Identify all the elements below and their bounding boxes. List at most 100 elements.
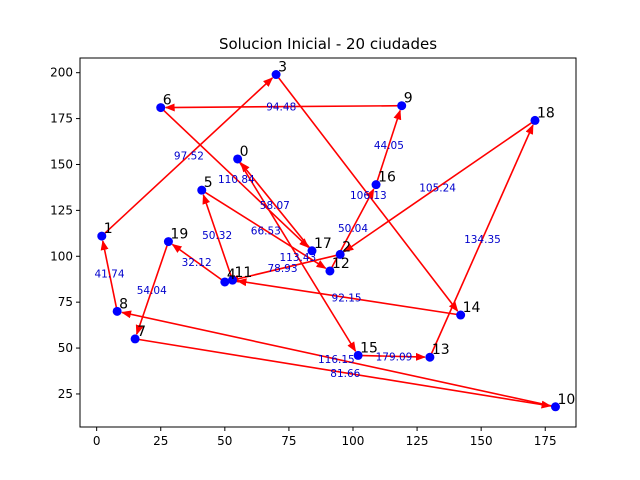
y-tick-label: 150 — [50, 157, 73, 171]
route-edge — [164, 103, 402, 112]
city-point — [550, 402, 560, 412]
route-edge — [121, 310, 556, 408]
x-tick-label: 125 — [406, 434, 429, 448]
city-label: 16 — [378, 170, 396, 186]
city-point — [307, 246, 317, 256]
city-label: 12 — [332, 256, 350, 272]
city-point — [228, 275, 238, 285]
city-label: 19 — [170, 227, 188, 243]
city-label: 3 — [278, 60, 287, 76]
plot-frame — [79, 57, 577, 428]
route-edge — [201, 189, 327, 269]
city-point — [130, 334, 140, 344]
chart-title: Solucion Inicial - 20 ciudades — [219, 35, 437, 53]
city-label: 2 — [342, 239, 351, 255]
edge-distance-label: 116.15 — [318, 354, 355, 366]
city-label: 9 — [404, 91, 413, 107]
city-point — [397, 101, 407, 111]
edge-distance-label: 179.09 — [376, 351, 413, 363]
x-tick-label: 100 — [342, 434, 365, 448]
route-edge — [240, 162, 313, 252]
x-tick-label: 25 — [153, 434, 168, 448]
city-point — [220, 277, 230, 287]
edge-distance-label: 97.52 — [174, 150, 204, 162]
city-points — [97, 70, 560, 412]
route-edge — [160, 106, 310, 249]
edge-distance-label: 54.04 — [137, 285, 167, 297]
edge-distance-label: 50.04 — [338, 223, 368, 235]
x-tick-label: 0 — [93, 434, 101, 448]
edge-distance-label: 81.66 — [330, 368, 360, 380]
route-edge — [429, 124, 534, 358]
route-edge — [135, 241, 170, 336]
x-tick-label: 175 — [534, 434, 557, 448]
edge-distance-label: 41.74 — [94, 269, 124, 281]
city-label: 15 — [360, 340, 378, 356]
route-edge — [358, 352, 426, 361]
edge-distance-label: 94.48 — [266, 102, 296, 114]
city-point — [156, 103, 166, 113]
city-label: 6 — [163, 93, 172, 109]
route-edge — [101, 77, 274, 237]
city-label: 13 — [432, 342, 450, 358]
y-tick-label: 50 — [58, 341, 73, 355]
y-tick-label: 100 — [50, 249, 73, 263]
edge-distance-label: 106.13 — [350, 190, 387, 202]
city-label: 11 — [235, 265, 253, 281]
city-point — [456, 310, 466, 320]
x-tick-label: 150 — [470, 434, 493, 448]
edge-distance-label: 78.93 — [267, 263, 297, 275]
x-tick-label: 75 — [281, 434, 296, 448]
city-label: 18 — [537, 105, 555, 121]
edge-distance-label: 134.35 — [464, 234, 501, 246]
edge-distance-label: 32.12 — [182, 257, 212, 269]
city-point — [233, 154, 243, 164]
plot-area — [80, 58, 576, 427]
city-label: 1 — [104, 221, 113, 237]
route-edge — [228, 253, 341, 283]
route-edge — [236, 278, 461, 316]
route-edges — [100, 74, 556, 409]
y-tick-label: 25 — [58, 387, 73, 401]
route-edge — [202, 193, 234, 281]
route-edge — [134, 338, 552, 409]
edge-distance-label: 44.05 — [374, 140, 404, 152]
city-label: 7 — [137, 324, 146, 340]
edge-distance-label: 92.15 — [332, 293, 362, 305]
city-point — [425, 352, 435, 362]
edge-distance-label: 58.07 — [260, 200, 290, 212]
y-axis: 25 50 75 100 125 150 175 200 — [50, 66, 80, 401]
city-point — [163, 237, 173, 247]
y-tick-label: 125 — [50, 203, 73, 217]
route-edge — [236, 158, 357, 352]
city-point — [112, 306, 122, 316]
city-point — [271, 70, 281, 80]
city-label: 10 — [557, 392, 575, 408]
edge-distance-label: 50.32 — [202, 230, 232, 242]
city-label: 0 — [240, 144, 249, 160]
city-label: 5 — [204, 175, 213, 191]
edge-distance-label: 66.53 — [251, 226, 281, 238]
city-point — [371, 180, 381, 190]
edge-distance-label: 110.84 — [218, 174, 255, 186]
city-point — [530, 115, 540, 125]
edge-labels: 106.13 92.15 50.32 66.53 50.04 44.05 94.48 110.… — [94, 102, 500, 380]
city-label: 4 — [227, 267, 236, 283]
y-tick-label: 75 — [58, 295, 73, 309]
y-tick-label: 200 — [50, 66, 73, 80]
route-edge — [343, 119, 536, 253]
x-tick-label: 50 — [217, 434, 232, 448]
route-edge — [171, 243, 226, 283]
route-edge — [375, 109, 402, 185]
x-axis: 0 25 50 75 100 125 150 175 — [93, 427, 557, 448]
city-point — [97, 231, 107, 241]
y-tick-label: 175 — [50, 112, 73, 126]
city-point — [335, 249, 345, 259]
edge-distance-label: 105.24 — [419, 182, 456, 194]
city-point — [197, 185, 207, 195]
city-label: 17 — [314, 236, 332, 252]
city-label: 14 — [463, 300, 481, 316]
city-label: 8 — [119, 296, 128, 312]
